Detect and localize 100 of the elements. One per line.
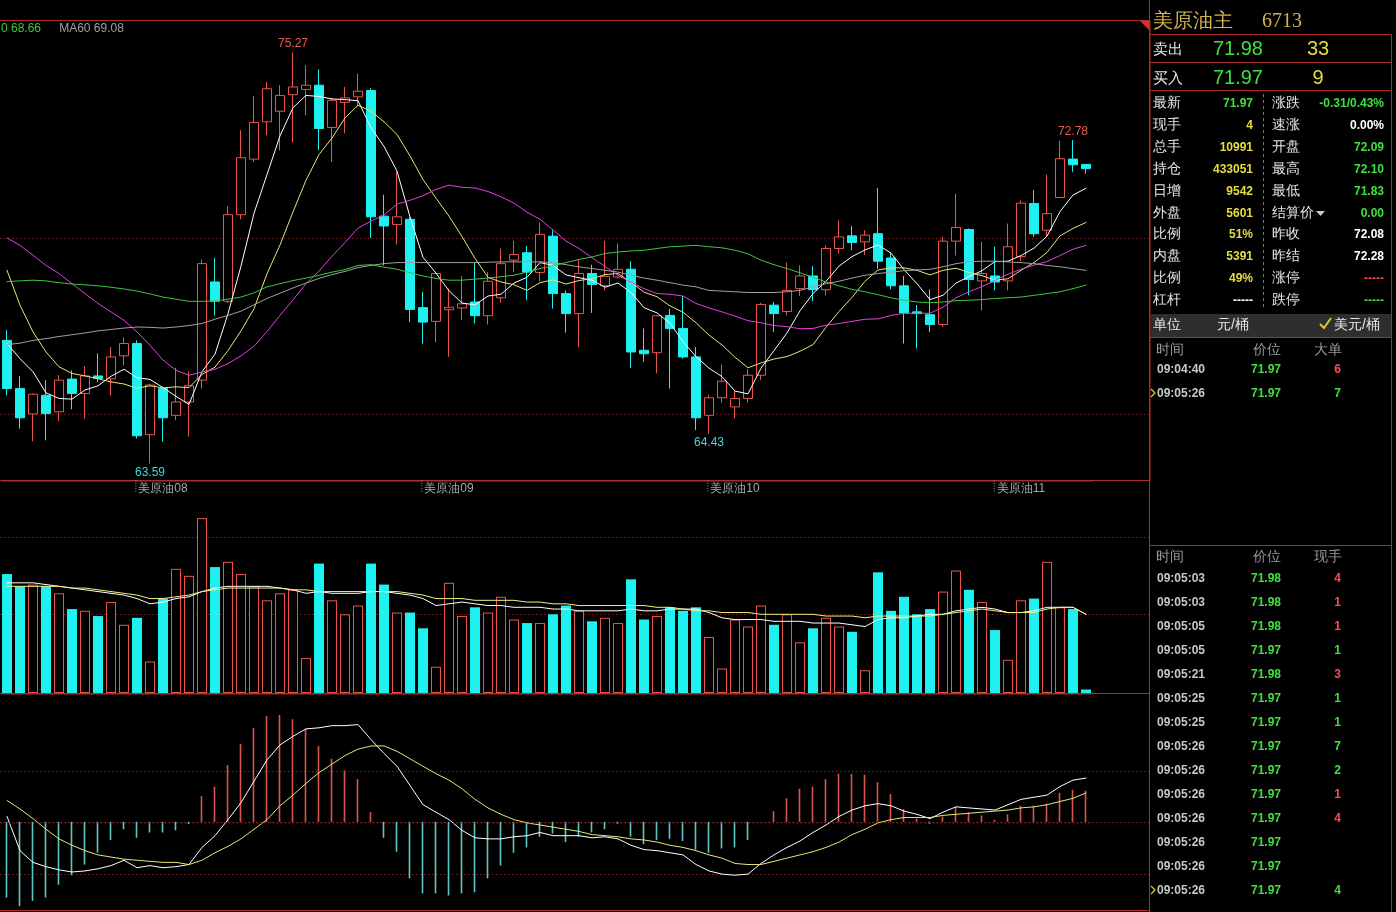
text: 1 [1334,787,1342,801]
annotation: 64.43 [693,434,725,449]
text: -0.31/0.43% [1319,96,1385,110]
text: 4 [1334,883,1342,897]
text: 总手 [1152,137,1181,154]
text: 大单 [1314,341,1342,357]
text: 3 [1334,667,1342,681]
text: 71.97 [1222,96,1254,110]
text: 最高 [1272,159,1300,176]
text: 0.00% [1349,117,1385,132]
text: 价位 [1252,548,1281,564]
text: 2 [1334,763,1342,777]
text: 外盘 [1153,203,1181,220]
text: 71.97 [1250,811,1282,825]
text: 09:05:26 [1157,386,1206,400]
text: ----- [1364,293,1384,308]
text: 5391 [1226,249,1254,264]
text: 72.28 [1353,249,1385,264]
text: 72.09 [1353,139,1385,154]
text: 时间 [1156,341,1184,357]
text: 71.97 [1250,691,1282,705]
text: 09:05:26 [1157,835,1206,849]
text: 6713 [1262,9,1302,31]
text: 09:05:21 [1157,667,1206,681]
x-tick-label: 美原油09 [424,481,474,496]
text: 09:05:26 [1157,883,1206,897]
text: 71.97 [1250,715,1282,729]
text: 71.97 [1250,835,1282,849]
text: 09:05:03 [1157,571,1206,585]
text: 价位 [1252,341,1281,357]
text: 涨停 [1272,269,1300,286]
text: 71.97 [1250,883,1282,897]
text: 10991 [1219,139,1254,154]
text: 0.00 [1360,205,1385,220]
text: 6 [1334,362,1342,376]
text: 71.97 [1250,859,1282,873]
text: 美元/桶 [1334,316,1380,332]
text: 71.98 [1250,595,1282,609]
text: 比例 [1153,269,1181,286]
text: 持仓 [1153,159,1181,176]
text: 4 [1334,571,1342,585]
text: 7 [1334,386,1342,400]
text: 卖出 [1153,40,1183,57]
annotation: 75.27 [277,36,309,51]
text: 09:05:05 [1157,619,1206,633]
annotation: 72.78 [1057,124,1089,139]
text: 09:05:05 [1157,643,1206,657]
text: 433051 [1212,161,1254,176]
text: 7 [1334,739,1342,753]
text: 33 [1306,37,1330,59]
text: 09:05:26 [1157,763,1206,777]
text: 日增 [1153,181,1181,198]
text: 71.97 [1250,643,1282,657]
text: 09:05:26 [1157,811,1206,825]
text: 1 [1334,619,1342,633]
text: 72.10 [1353,161,1385,176]
text: 71.97 [1250,763,1282,777]
text: 71.97 [1250,787,1282,801]
text: 71.97 [1250,362,1282,376]
text: 单位 [1153,316,1181,332]
text: 时间 [1156,548,1184,564]
text: 现手 [1153,115,1181,132]
text: 09:05:26 [1157,787,1206,801]
text: 美原油主 [1153,9,1233,31]
text: 最低 [1272,181,1300,198]
text: 5601 [1226,205,1254,220]
text: MA60 69.08 [59,21,125,35]
text: 涨跌 [1272,94,1300,110]
text: 比例 [1153,225,1181,242]
text: 51% [1228,227,1254,242]
text: 昨结 [1272,247,1300,264]
text: 开盘 [1272,137,1300,154]
text: 71.98 [1212,37,1263,59]
text: 09:05:25 [1157,691,1206,705]
text: 结算价 [1272,203,1314,220]
text: ----- [1364,271,1384,286]
text: 9 [1312,66,1324,88]
text: 买入 [1153,69,1183,86]
text: 09:05:25 [1157,715,1206,729]
text: 元/桶 [1217,316,1249,332]
text: 跌停 [1272,291,1300,308]
x-tick-label: 美原油10 [710,481,760,496]
text: 71.98 [1250,619,1282,633]
text: 1 [1334,595,1342,609]
text: 昨收 [1272,225,1300,242]
text: 1 [1334,715,1342,729]
text: 0 68.66 [1,21,42,35]
text: 现手 [1314,548,1342,564]
text: 最新 [1153,94,1181,110]
text: 09:04:40 [1157,362,1206,376]
text: 杠杆 [1152,291,1181,308]
x-tick-label: 美原油11 [996,481,1046,496]
text: 71.97 [1250,739,1282,753]
annotation: 63.59 [134,464,166,479]
x-tick-label: 美原油08 [138,481,188,496]
text: 09:05:26 [1157,859,1206,873]
text: 速涨 [1272,115,1300,132]
text: 内盘 [1153,247,1181,264]
text: 1 [1334,691,1342,705]
text: 1 [1334,643,1342,657]
